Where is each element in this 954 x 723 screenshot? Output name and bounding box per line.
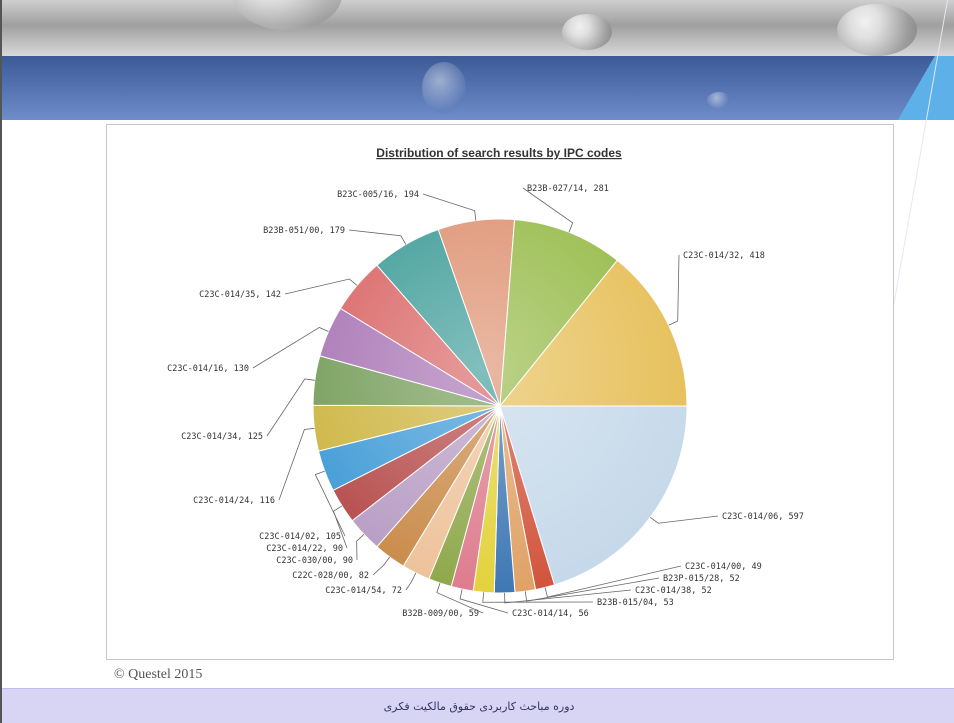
slice-label: B23B-027/14, 281 (527, 184, 609, 194)
leader-line (459, 589, 509, 614)
slice-label: C23C-014/14, 56 (512, 609, 589, 619)
leader-line (405, 572, 417, 591)
footer-text: دوره مباحث کاربردی حقوق مالکیت فکری (383, 699, 575, 713)
water-drop (562, 14, 612, 50)
water-drop (707, 92, 731, 108)
slice-label: C23C-030/00, 90 (276, 556, 353, 566)
slice-label: C23C-014/22, 90 (266, 544, 343, 554)
leader-line (372, 556, 390, 576)
leader-line (668, 254, 680, 326)
leader-line (522, 187, 574, 233)
slice-label: C22C-028/00, 82 (292, 571, 369, 581)
slice-label: C23C-014/35, 142 (199, 290, 281, 300)
footer-bar: دوره مباحث کاربردی حقوق مالکیت فکری (2, 688, 954, 723)
slice-label: B32B-009/00, 59 (402, 609, 479, 619)
leader-line (650, 515, 719, 524)
slice-label: C23C-014/00, 49 (685, 562, 762, 572)
pie-chart: Distribution of search results by IPC co… (167, 146, 804, 619)
header-decoration (2, 0, 954, 56)
leader-line (422, 193, 477, 221)
leader-line (252, 327, 329, 369)
slice-label: C23C-014/02, 105 (259, 532, 341, 542)
leader-line (266, 378, 315, 437)
slice-label: C23C-014/34, 125 (181, 432, 263, 442)
chart-title: Distribution of search results by IPC co… (376, 146, 622, 160)
leader-line (348, 229, 407, 245)
leader-line (356, 533, 365, 561)
leader-line (314, 470, 346, 537)
header-accent (896, 56, 954, 120)
water-drop (837, 4, 917, 56)
leader-line (436, 582, 484, 614)
leader-line (524, 577, 660, 602)
water-drop (422, 62, 466, 114)
slice-label: C23C-014/54, 72 (325, 586, 402, 596)
slice-label: C23C-014/38, 52 (635, 586, 712, 596)
leader-line (278, 427, 315, 501)
leader-line (482, 592, 594, 603)
leader-line (284, 278, 358, 295)
slice-label: C23C-014/06, 597 (722, 512, 804, 522)
slice-label: C23C-014/16, 130 (167, 364, 249, 374)
slice-label: B23C-005/16, 194 (337, 190, 419, 200)
slice-label: B23P-015/28, 52 (663, 574, 740, 584)
chart-frame: Distribution of search results by IPC co… (106, 124, 894, 660)
copyright-text: © Questel 2015 (114, 667, 203, 682)
leader-line (504, 589, 632, 604)
water-drop (232, 0, 342, 30)
slice-label: B23B-015/04, 53 (597, 598, 674, 608)
slice-label: B23B-051/00, 179 (263, 226, 345, 236)
header-band (2, 56, 954, 120)
slice-label: C23C-014/32, 418 (683, 251, 765, 261)
slice-label: C23C-014/24, 116 (193, 496, 275, 506)
